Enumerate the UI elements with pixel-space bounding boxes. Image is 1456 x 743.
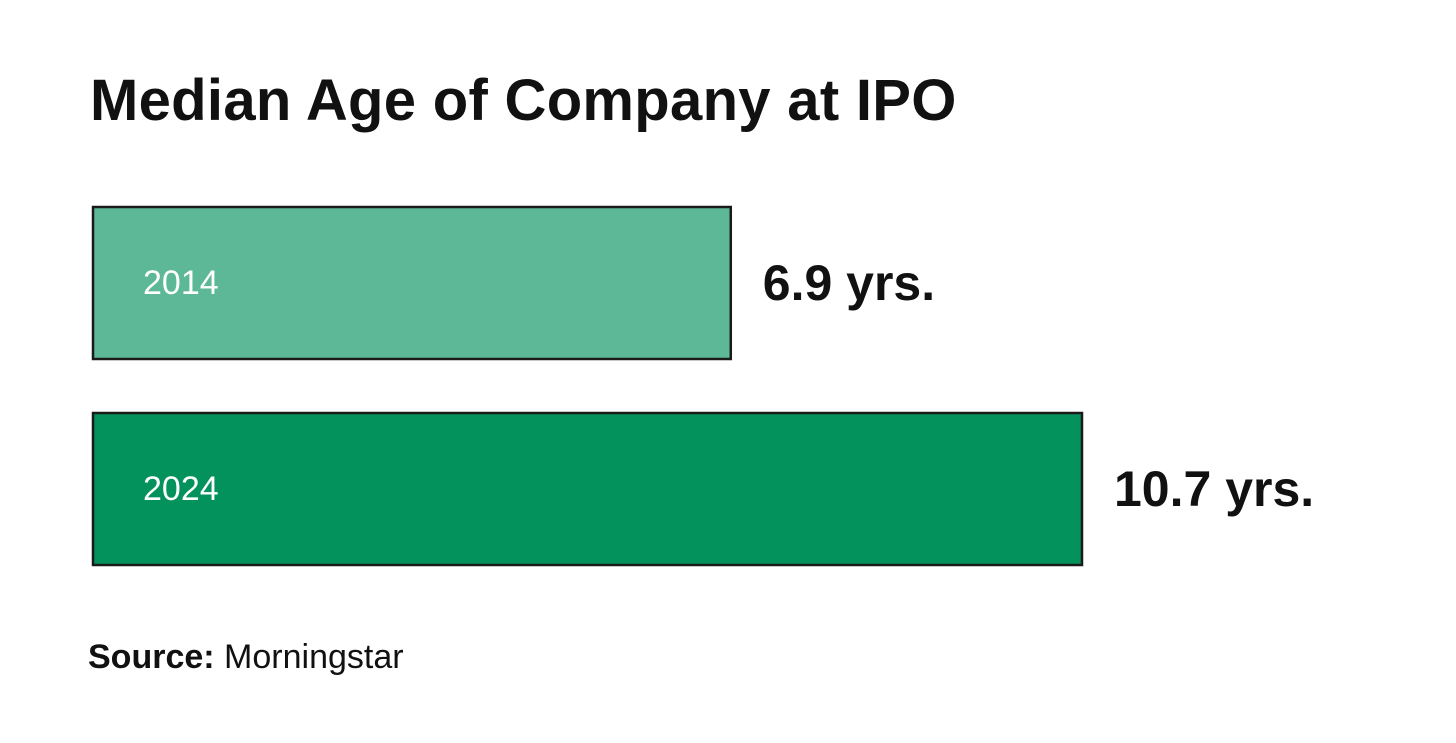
category-label-2024: 2024: [143, 470, 219, 508]
source-value: Morningstar: [224, 638, 404, 676]
chart-title: Median Age of Company at IPO: [90, 68, 957, 133]
source-label: Source:: [88, 638, 215, 676]
value-label-2024: 10.7 yrs.: [1114, 461, 1314, 517]
bar-2014: [91, 205, 733, 361]
value-label-2014: 6.9 yrs.: [763, 255, 935, 311]
bar-2024: [91, 411, 1084, 567]
category-label-2014: 2014: [143, 264, 219, 302]
bars-layer: 2014 6.9 yrs. 2024 10.7 yrs.: [91, 205, 1314, 567]
source-note: Source: Morningstar: [88, 636, 404, 678]
